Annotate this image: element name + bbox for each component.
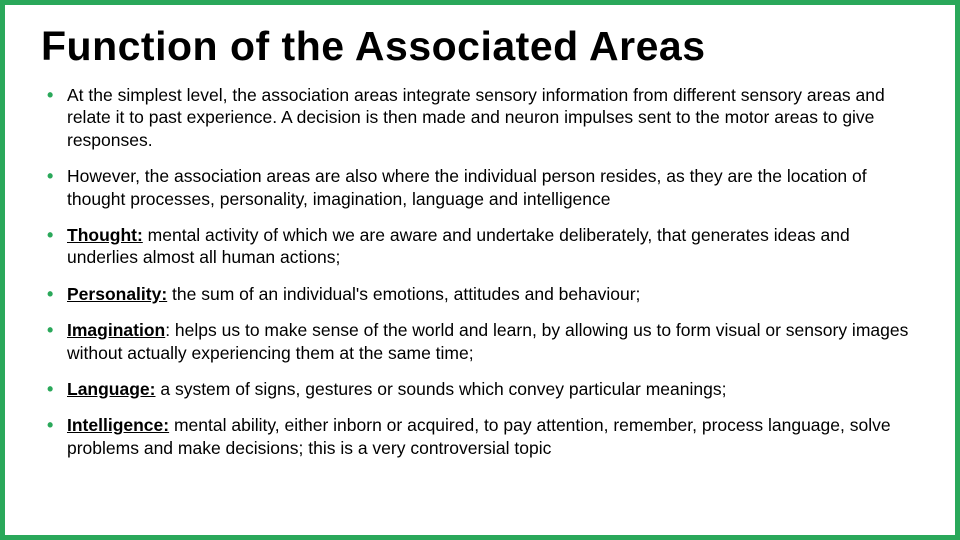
bullet-text: the sum of an individual's emotions, att…	[167, 284, 640, 304]
list-item: At the simplest level, the association a…	[41, 84, 919, 151]
bullet-text: : helps us to make sense of the world an…	[67, 320, 908, 362]
list-item: Thought: mental activity of which we are…	[41, 224, 919, 269]
bullet-text: mental ability, either inborn or acquire…	[67, 415, 891, 457]
list-item: However, the association areas are also …	[41, 165, 919, 210]
bullet-term: Personality:	[67, 284, 167, 304]
list-item: Language: a system of signs, gestures or…	[41, 378, 919, 400]
slide-frame: Function of the Associated Areas At the …	[0, 0, 960, 540]
list-item: Intelligence: mental ability, either inb…	[41, 414, 919, 459]
bullet-text: However, the association areas are also …	[67, 166, 867, 208]
slide-title: Function of the Associated Areas	[41, 23, 919, 70]
list-item: Personality: the sum of an individual's …	[41, 283, 919, 305]
bullet-text: At the simplest level, the association a…	[67, 85, 885, 150]
bullet-list: At the simplest level, the association a…	[41, 84, 919, 459]
list-item: Imagination: helps us to make sense of t…	[41, 319, 919, 364]
bullet-term: Language:	[67, 379, 155, 399]
bullet-text: mental activity of which we are aware an…	[67, 225, 850, 267]
bullet-term: Intelligence:	[67, 415, 169, 435]
bullet-term: Imagination	[67, 320, 165, 340]
bullet-term: Thought:	[67, 225, 143, 245]
bullet-text: a system of signs, gestures or sounds wh…	[155, 379, 726, 399]
